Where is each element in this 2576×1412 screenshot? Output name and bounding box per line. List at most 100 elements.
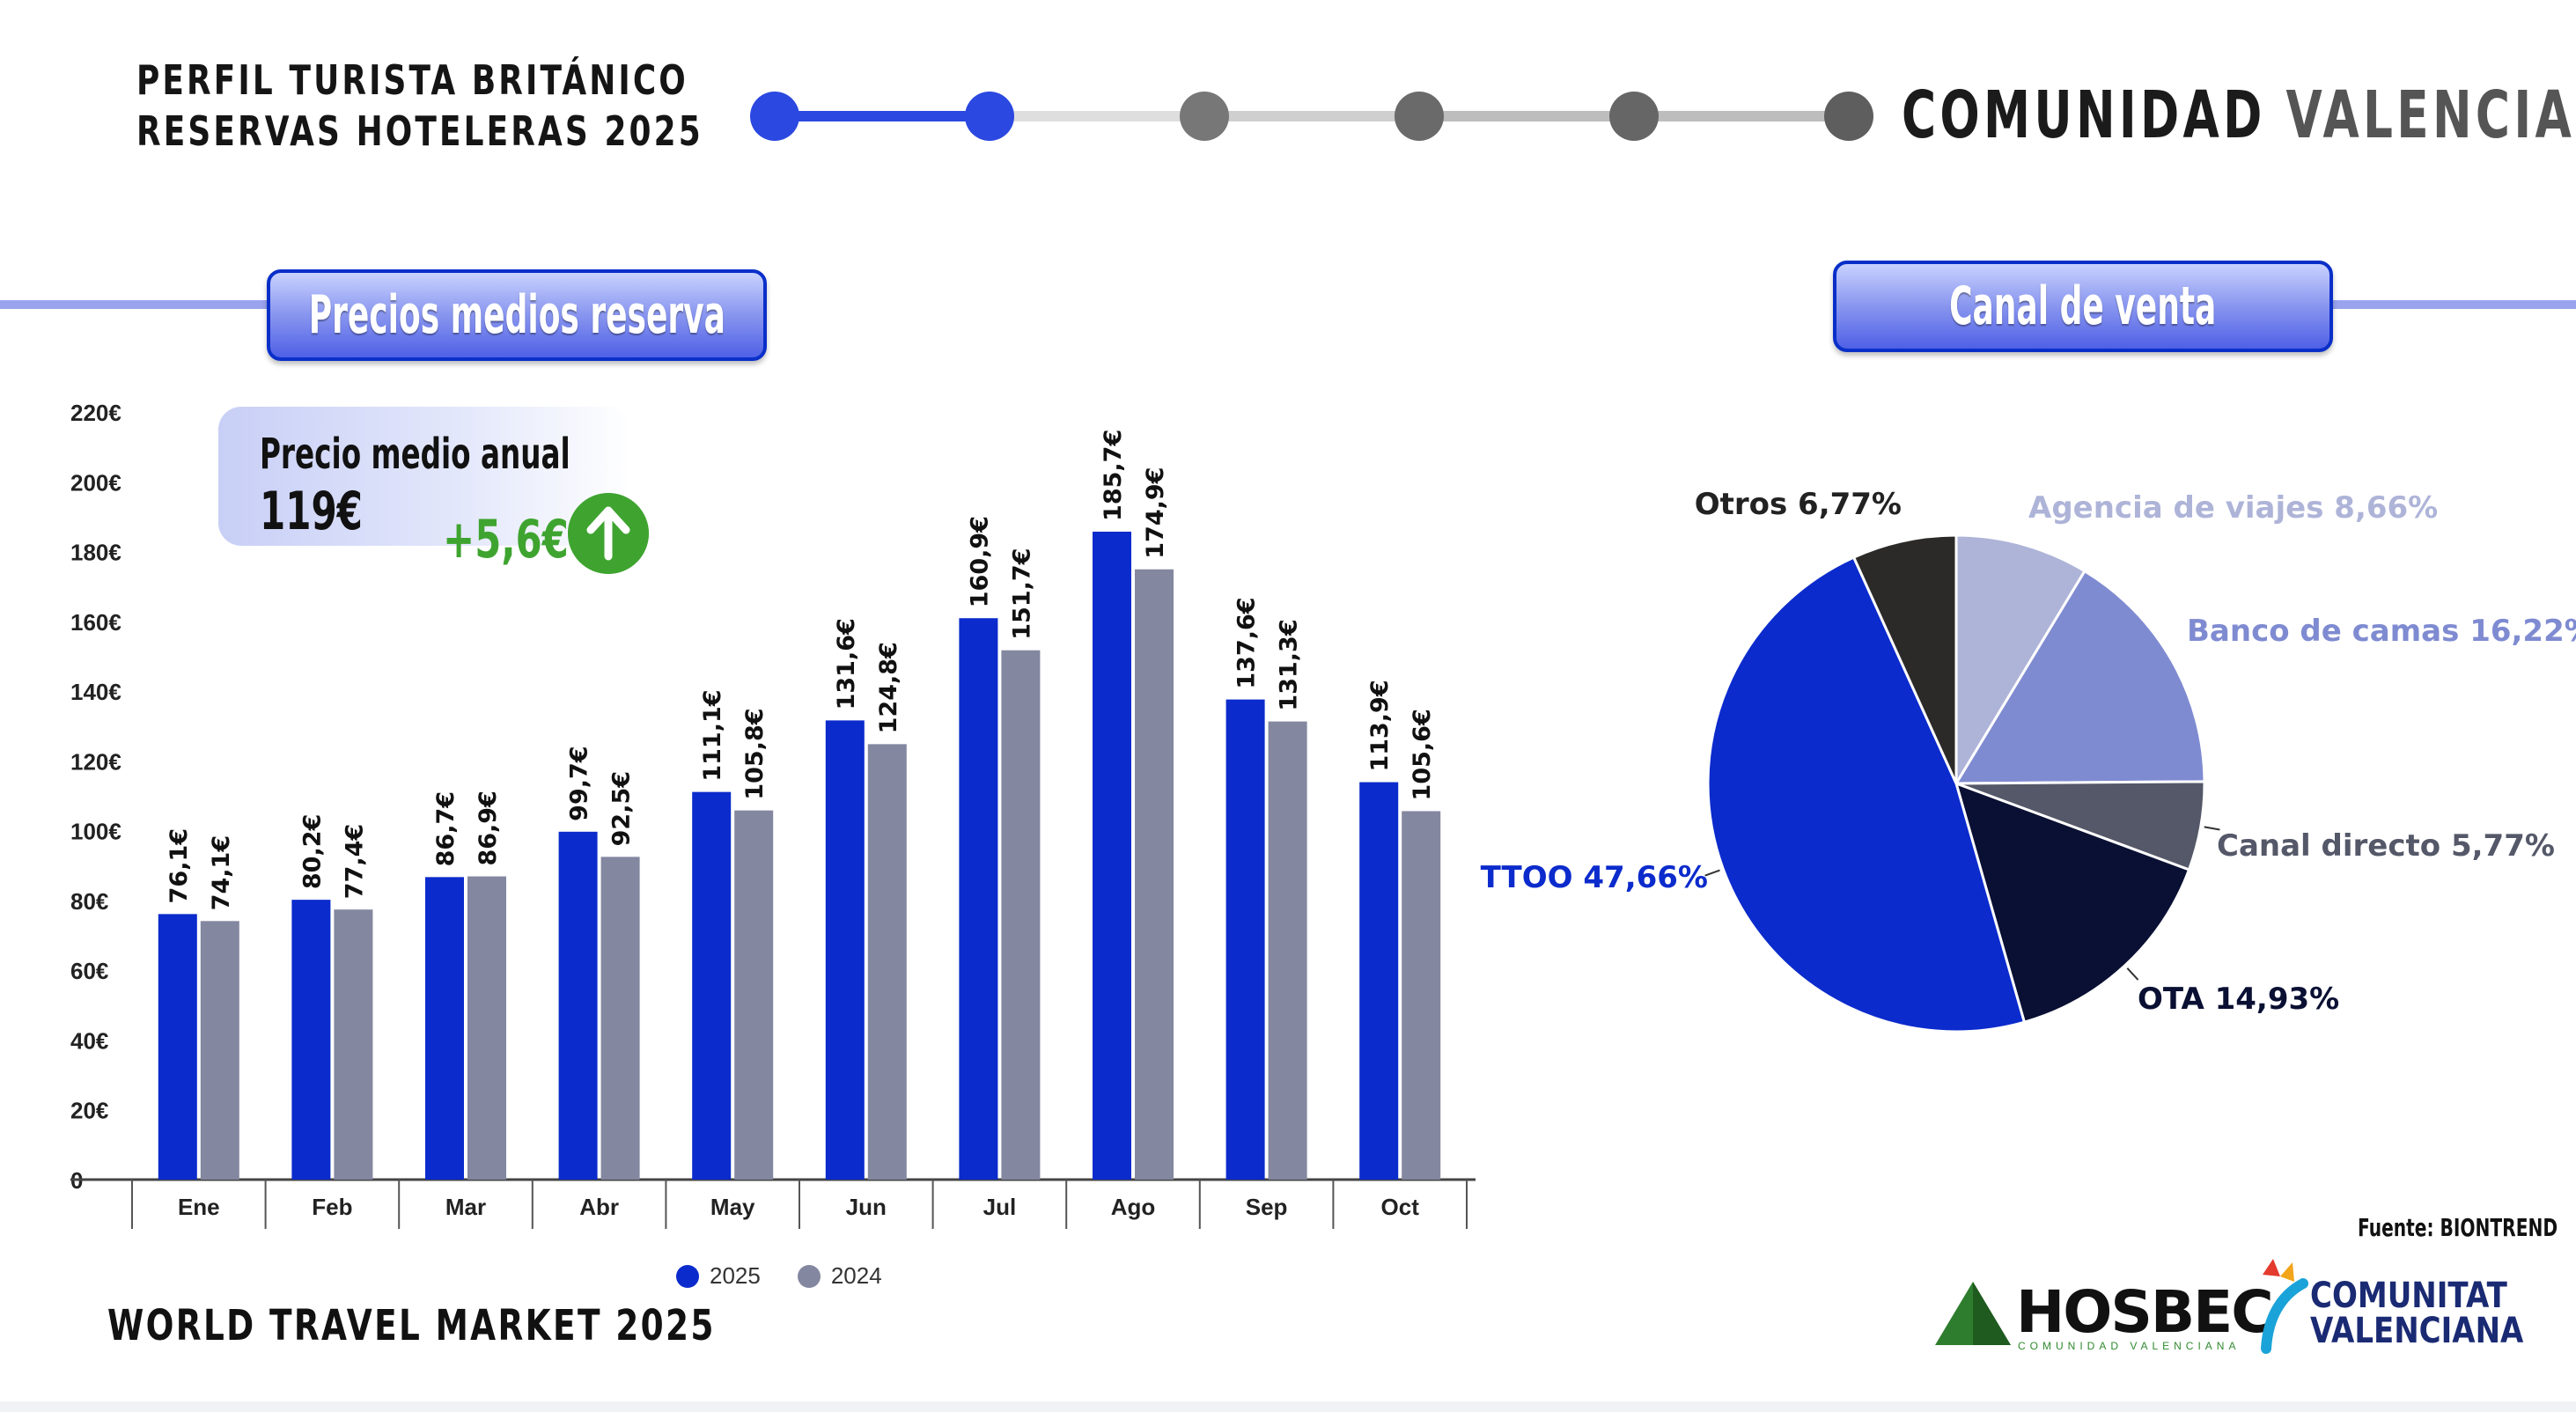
x-tick-label: May <box>710 1194 755 1220</box>
pie-slice-5 <box>1851 533 1958 784</box>
bar-2024-Abr <box>600 857 640 1180</box>
bar-2025-Abr <box>558 831 598 1180</box>
bar-data-label: 105,6€ <box>1409 709 1436 800</box>
progress-connector <box>1419 111 1634 121</box>
bar-2025-Ago <box>1093 531 1131 1180</box>
bar-data-label: 113,9€ <box>1366 680 1394 771</box>
bar-data-label: 80,2€ <box>298 814 326 889</box>
y-tick-label: 20€ <box>70 1098 108 1124</box>
bar-2025-Feb <box>291 900 331 1180</box>
annual-price-change: +5,6€ <box>443 509 569 570</box>
bar-2024-May <box>734 810 774 1180</box>
bar-2024-Jun <box>867 744 907 1180</box>
progress-connector <box>775 111 990 121</box>
bar-2025-Jul <box>959 618 998 1180</box>
bar-data-label: 137,6€ <box>1233 597 1261 688</box>
pie-leader-line <box>1704 869 1720 877</box>
hosbec-logo-icon <box>1935 1282 2011 1345</box>
y-tick-label: 120€ <box>70 748 121 775</box>
bar-data-label: 77,4€ <box>341 824 368 899</box>
progress-connector <box>1634 111 1849 121</box>
bar-2025-May <box>692 791 732 1180</box>
bar-2024-Ago <box>1135 569 1174 1180</box>
annual-price-label: Precio medio anual <box>260 430 570 479</box>
footer-band <box>0 1401 2576 1412</box>
annual-price-value: 119€ <box>260 481 363 542</box>
pie-slice-3 <box>1954 781 2191 1025</box>
bar-data-label: 105,8€ <box>741 708 769 799</box>
legend-swatch-2024 <box>797 1264 821 1288</box>
legend-label-2024: 2024 <box>830 1262 882 1289</box>
region-title: COMUNIDAD VALENCIANA <box>1902 77 2576 153</box>
report-title: PERFIL TURISTA BRITÁNICO RESERVAS HOTELE… <box>136 55 703 157</box>
legend-label-2025: 2025 <box>710 1262 761 1289</box>
pie-leader-line <box>2204 826 2220 831</box>
progress-connector <box>990 111 1204 121</box>
bar-data-label: 131,6€ <box>833 618 860 710</box>
channel-pie-chart: Agencia de viajes 8,66% Banco de camas 16… <box>1481 487 2576 1033</box>
bar-2025-Jun <box>825 720 865 1180</box>
x-tick-label: Ene <box>178 1194 220 1220</box>
progress-step-dot <box>965 92 1014 141</box>
bar-data-label: 74,1€ <box>208 835 235 910</box>
y-tick-label: 100€ <box>70 819 121 845</box>
bar-data-label: 124,8€ <box>875 642 902 733</box>
legend-item-2024: 2024 <box>797 1262 882 1290</box>
cv-logo-line2: VALENCIANA <box>2310 1311 2524 1351</box>
legend-item-2025: 2025 <box>676 1262 761 1290</box>
prices-section-title: Precios medios reserva <box>308 284 725 346</box>
bar-data-label: 185,7€ <box>1100 430 1127 521</box>
bar-2024-Mar <box>467 876 506 1180</box>
bar-data-label: 131,3€ <box>1276 619 1303 710</box>
data-source: Fuente: BIONTREND <box>2358 1213 2558 1242</box>
progress-step-dot <box>1609 92 1659 141</box>
legend-swatch-2025 <box>676 1264 699 1288</box>
event-name: WORLD TRAVEL MARKET 2025 <box>107 1301 716 1350</box>
report-title-line1: PERFIL TURISTA BRITÁNICO <box>136 56 688 104</box>
bar-2024-Ene <box>200 921 239 1180</box>
channel-section-rule <box>2289 300 2576 309</box>
progress-step-dot <box>1395 92 1444 141</box>
bar-data-label: 99,7€ <box>566 746 593 820</box>
cv-logo-line1: COMUNITAT <box>2310 1276 2507 1316</box>
pie-slice-1 <box>1954 569 2206 785</box>
bar-data-label: 76,1€ <box>166 828 193 903</box>
report-title-line2: RESERVAS HOTELERAS 2025 <box>136 107 703 155</box>
bar-data-label: 86,9€ <box>475 791 502 865</box>
pie-slice-0 <box>1954 533 2087 789</box>
bar-data-label: 174,9€ <box>1142 467 1169 559</box>
annual-price-card <box>218 407 632 546</box>
bar-2025-Oct <box>1359 782 1399 1180</box>
prices-bar-chart: 020€40€60€80€100€120€140€160€180€200€220… <box>70 400 1476 1229</box>
pie-slice-label: Agencia de viajes 8,66% <box>2028 490 2438 526</box>
bar-2024-Sep <box>1268 721 1307 1180</box>
bar-data-label: 92,5€ <box>608 771 636 846</box>
pie-slice-label: Canal directo 5,77% <box>2217 828 2555 864</box>
bar-2025-Mar <box>425 877 464 1180</box>
x-tick-label: Ago <box>1111 1194 1156 1220</box>
progress-connector <box>1204 111 1419 121</box>
region-word2: VALENCIANA <box>2285 77 2576 153</box>
progress-stepper <box>750 92 1873 141</box>
y-tick-label: 200€ <box>70 469 121 496</box>
channel-section-title: Canal de venta <box>1949 276 2217 337</box>
pie-slice-label: Banco de camas 16,22% <box>2187 614 2576 649</box>
bar-data-label: 111,1€ <box>699 689 726 781</box>
bar-data-label: 151,7€ <box>1008 548 1035 640</box>
bar-2024-Jul <box>1001 650 1041 1180</box>
pie-slice-label: OTA 14,93% <box>2138 982 2339 1017</box>
x-tick-label: Mar <box>445 1194 486 1220</box>
x-tick-label: Jun <box>846 1194 887 1220</box>
y-tick-label: 40€ <box>70 1027 108 1054</box>
prices-section-rule <box>0 300 282 309</box>
y-tick-label: 60€ <box>70 958 108 984</box>
y-tick-label: 180€ <box>70 540 121 566</box>
bar-2024-Oct <box>1402 811 1441 1180</box>
pie-leader-line <box>2126 967 2139 981</box>
x-tick-label: Oct <box>1381 1194 1420 1220</box>
arrow-up-circle-icon <box>568 493 649 574</box>
bar-data-label: 160,9€ <box>966 516 993 607</box>
bar-2024-Feb <box>334 909 373 1180</box>
pie-slice-label: TTOO 47,66% <box>1481 860 1708 895</box>
hosbec-logo-text: HOSBEC <box>2016 1278 2274 1346</box>
